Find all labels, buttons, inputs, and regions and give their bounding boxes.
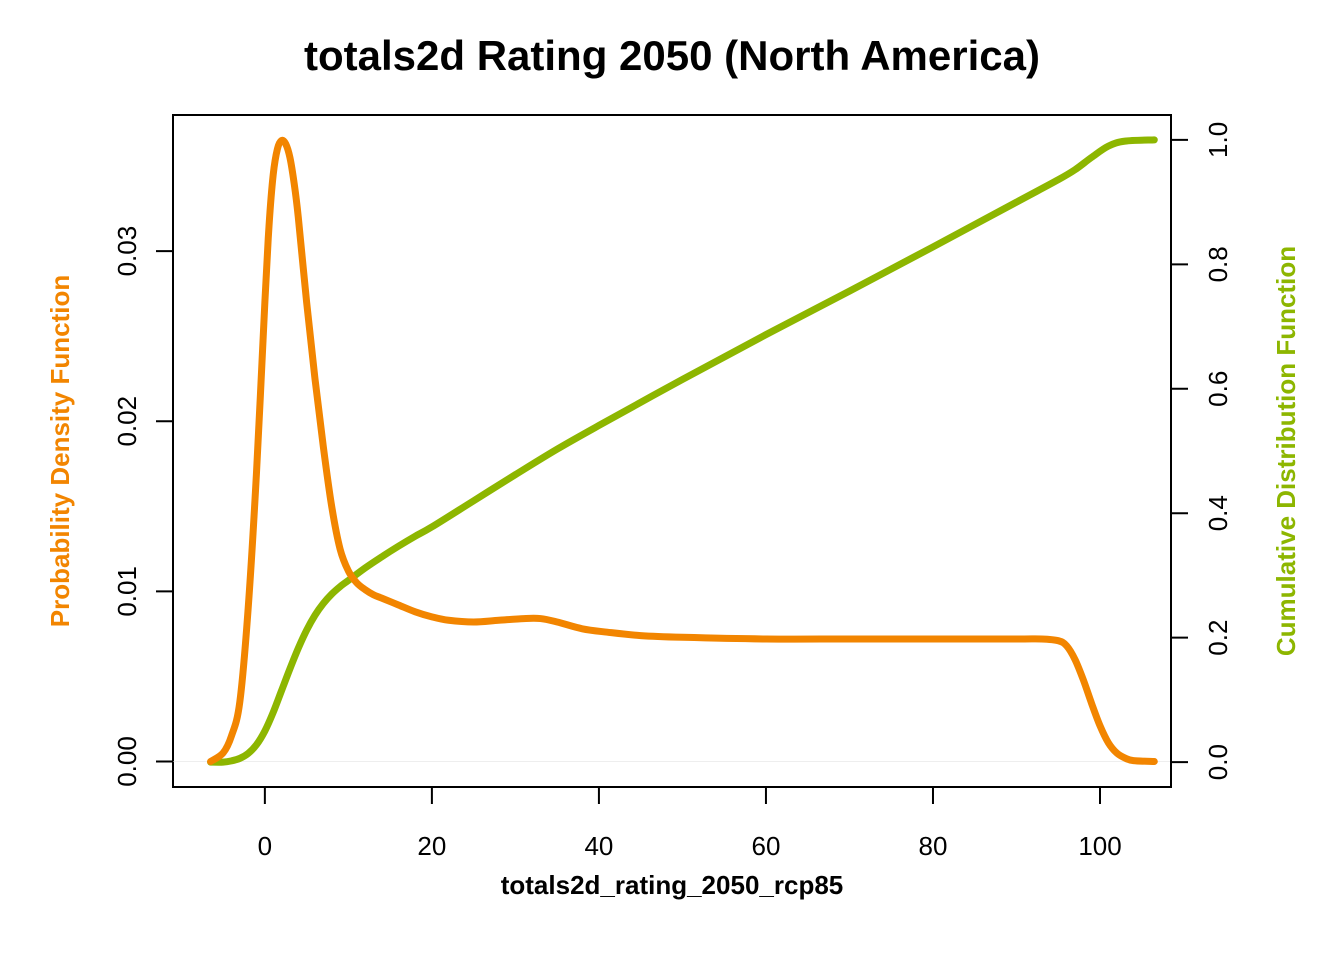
x-tick-label: 20: [417, 831, 446, 861]
y-right-tick-label: 0.6: [1203, 371, 1233, 407]
x-axis: 0 20 40 60 80 100: [258, 786, 1122, 861]
y-right-tick-label: 0.0: [1203, 744, 1233, 780]
series-group: [207, 136, 1158, 766]
y-right-axis-label: Cumulative Distribution Function: [1271, 246, 1301, 656]
y-right-axis: 0.0 0.2 0.4 0.6 0.8 1.0: [1170, 122, 1233, 780]
y-right-tick-label: 0.4: [1203, 495, 1233, 531]
x-tick-label: 100: [1078, 831, 1121, 861]
x-tick-label: 40: [584, 831, 613, 861]
cdf-series-line: [207, 136, 1158, 766]
x-tick-label: 80: [919, 831, 948, 861]
x-tick-label: 60: [751, 831, 780, 861]
x-axis-label: totals2d_rating_2050_rcp85: [501, 870, 844, 900]
y-left-axis: 0.00 0.01 0.02 0.03: [112, 226, 174, 787]
y-right-tick-label: 1.0: [1203, 122, 1233, 158]
y-left-axis-label: Probability Density Function: [45, 275, 75, 627]
pdf-series-line: [207, 136, 1158, 765]
y-left-tick-label: 0.02: [112, 396, 142, 447]
y-right-tick-label: 0.8: [1203, 246, 1233, 282]
x-tick-label: 0: [258, 831, 272, 861]
y-left-tick-label: 0.00: [112, 736, 142, 787]
y-right-tick-label: 0.2: [1203, 620, 1233, 656]
y-left-tick-label: 0.01: [112, 566, 142, 617]
y-left-tick-label: 0.03: [112, 226, 142, 277]
chart-title: totals2d Rating 2050 (North America): [304, 32, 1040, 79]
